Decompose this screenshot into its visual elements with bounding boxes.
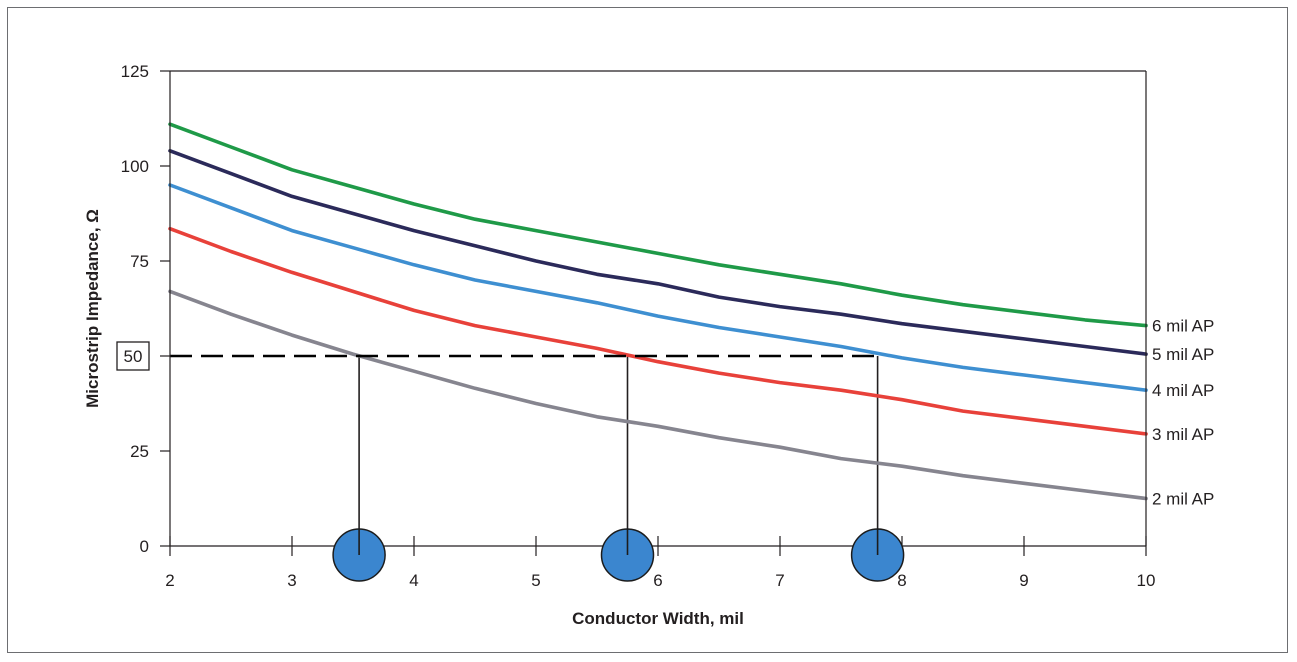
x-tick-label: 6 [653,571,662,590]
series-label: 3 mil AP [1152,425,1214,444]
marker-layer [358,356,879,546]
series-label: 4 mil AP [1152,381,1214,400]
x-tick-label: 2 [165,571,174,590]
y-tick-label: 125 [121,62,149,81]
series-line [168,183,1148,393]
y-tick-label: 100 [121,157,149,176]
x-axis-title: Conductor Width, mil [572,609,744,628]
x-tick-label: 4 [409,571,418,590]
x-tick-label: 8 [897,571,906,590]
series-layer [168,122,1148,501]
x-tick-label: 3 [287,571,296,590]
series-line [168,226,1148,436]
y-tick-label: 0 [140,537,149,556]
series-line [168,289,1148,501]
x-tick-label: 10 [1137,571,1156,590]
circles-layer [332,528,905,582]
y-tick-label: 25 [130,442,149,461]
y-axis-title: Microstrip Impedance, Ω [83,209,102,408]
series-line [168,122,1148,328]
y-tick-label: 75 [130,252,149,271]
axes-layer [160,70,1147,556]
series-label: 2 mil AP [1152,490,1214,509]
series-label: 5 mil AP [1152,345,1214,364]
y-tick-highlight-box [116,341,150,371]
x-tick-label: 9 [1019,571,1028,590]
series-line [168,149,1148,356]
series-label: 6 mil AP [1152,317,1214,336]
y-tick-label-highlighted: 50 [124,347,143,366]
x-tick-label: 5 [531,571,540,590]
x-tick-label: 7 [775,571,784,590]
